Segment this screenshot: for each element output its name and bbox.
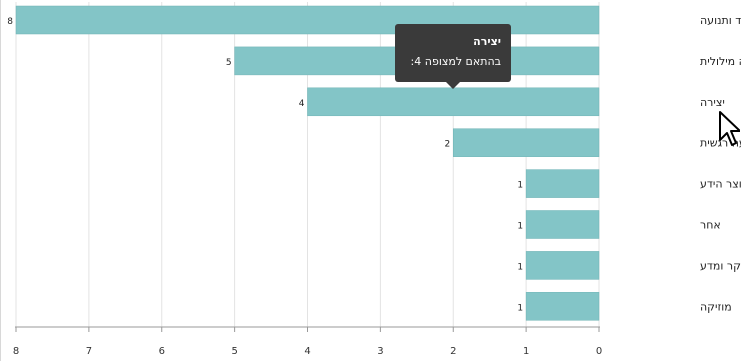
x-tick-label: 1 (523, 346, 529, 357)
bar (453, 128, 600, 157)
data-label: 5 (226, 58, 232, 68)
data-label: 2 (445, 140, 451, 150)
x-tick-label: 8 (13, 346, 19, 357)
category-label: מוזיקה (700, 300, 732, 313)
x-tick-label: 5 (231, 346, 237, 357)
x-tick-label: 3 (377, 346, 383, 357)
x-tick-label: 4 (304, 346, 310, 357)
tooltip: יצירה בהתאם למצופה 4: (395, 24, 511, 82)
category-label: חקר ומדע (700, 259, 741, 272)
x-axis: 8 7 6 5 4 3 2 1 0 (13, 326, 602, 357)
mouse-pointer-icon (719, 111, 740, 146)
bar (525, 251, 600, 280)
data-label: 1 (517, 303, 523, 313)
bars: 8 5 4 2 1 1 1 1 (7, 5, 600, 321)
category-labels: ספורט, ריקוד ותנועה יכולת הבעה מילולית יצי… (700, 14, 741, 313)
data-label: 4 (299, 99, 305, 109)
tooltip-text: בהתאם למצופה 4: (410, 55, 501, 68)
category-label: אחר (700, 219, 721, 232)
bar (307, 87, 600, 117)
category-label: אוצר הידע (700, 178, 741, 191)
bar (525, 210, 600, 239)
bar (525, 292, 600, 321)
data-label: 1 (517, 181, 523, 191)
tooltip-arrow (446, 82, 460, 89)
category-label: ספורט, ריקוד ותנועה (700, 14, 741, 27)
bar (525, 169, 600, 198)
data-label: 1 (517, 222, 523, 232)
x-tick-label: 0 (596, 346, 602, 357)
data-label: 1 (517, 262, 523, 272)
x-tick-label: 6 (159, 346, 165, 357)
category-label: יכולת הבעה מילולית (700, 55, 741, 68)
tooltip-title: יצירה (473, 35, 501, 48)
x-tick-label: 7 (86, 346, 92, 357)
x-tick-label: 2 (450, 346, 456, 357)
data-label: 8 (7, 17, 13, 27)
bar (15, 5, 600, 35)
category-label: יצירה (700, 96, 725, 109)
